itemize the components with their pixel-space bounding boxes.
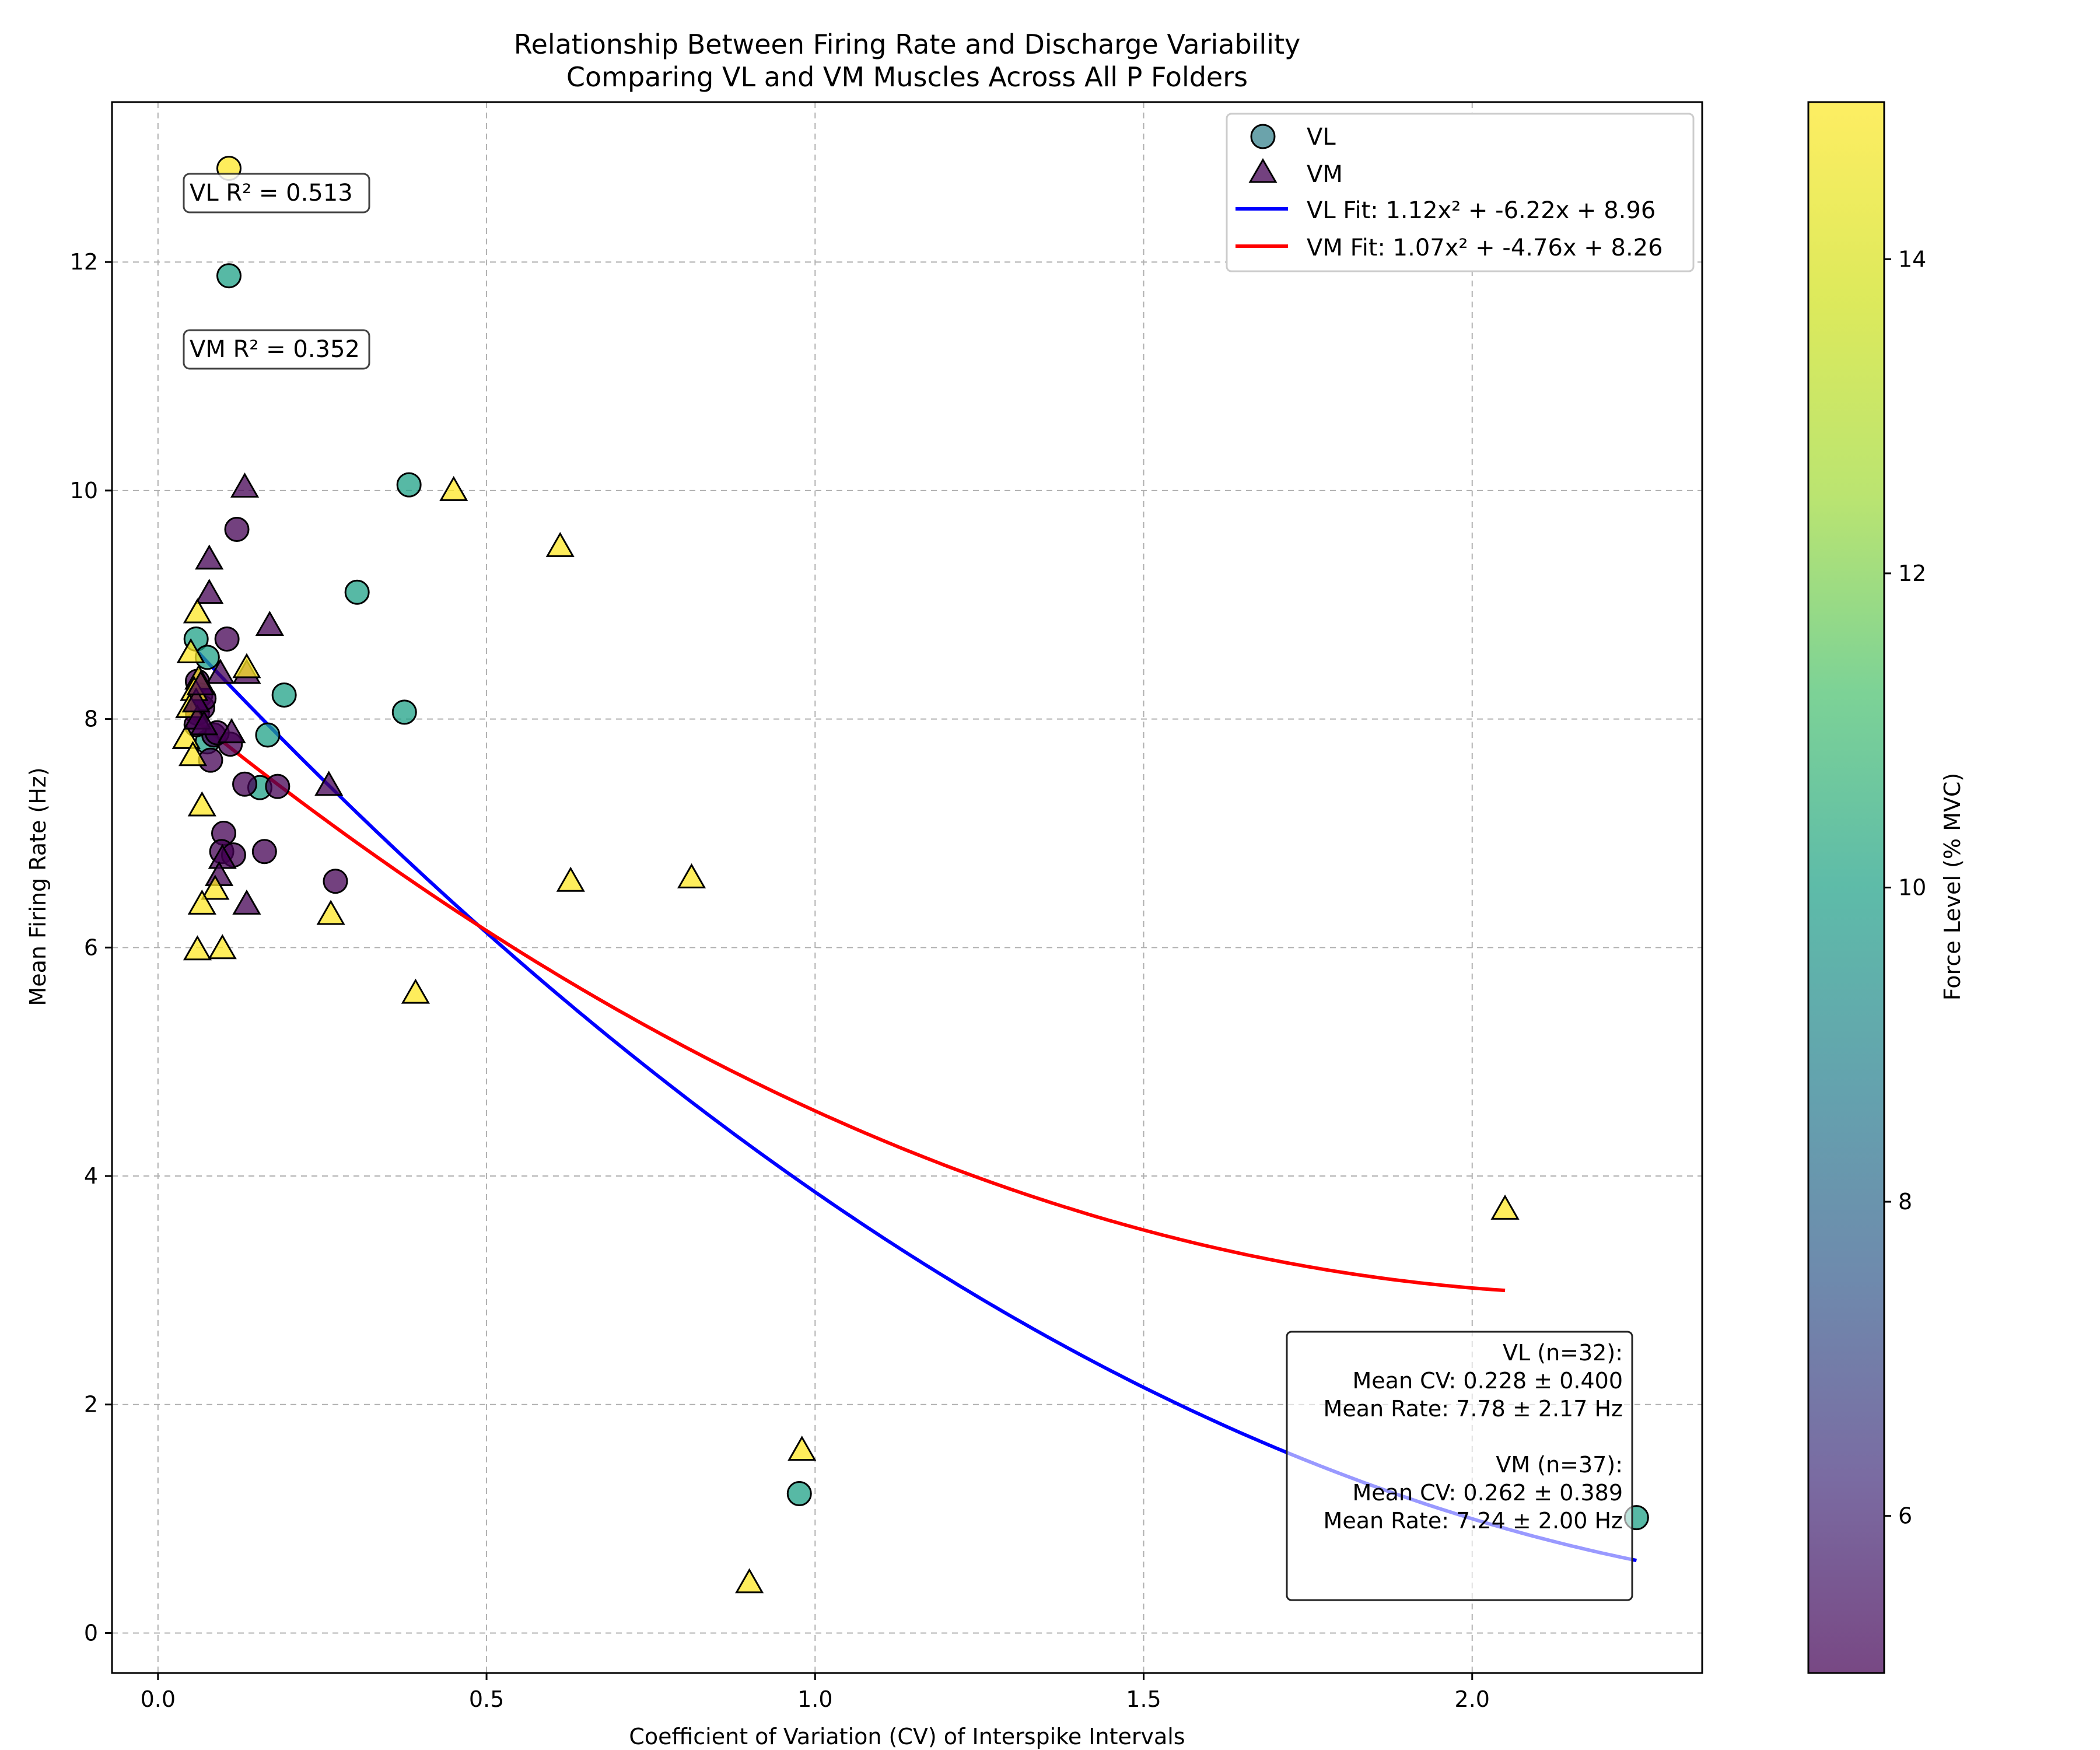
colorbar-tick-label: 8 (1898, 1189, 1912, 1214)
vm-point (217, 718, 246, 744)
vm-point (183, 598, 212, 624)
vm-point (232, 889, 261, 915)
legend-vm-marker (1248, 158, 1278, 183)
vm-point (195, 544, 224, 570)
vm-point (183, 935, 212, 961)
colorbar: 6 8 10 12 14 Force Level (% MVC) (1807, 101, 1965, 1674)
stats-line: Mean Rate: 7.78 ± 2.17 Hz (1324, 1396, 1623, 1422)
vl-point (251, 839, 277, 864)
vm-point (545, 531, 575, 557)
vl-point (344, 579, 370, 605)
vl-point (224, 516, 250, 542)
vl-r2-text: VL R² = 0.513 (190, 180, 353, 206)
vl-point (271, 682, 297, 708)
vl-point (323, 869, 348, 894)
y-tick-label: 8 (84, 706, 98, 732)
x-tick-label: 1.0 (797, 1686, 832, 1712)
legend-vl-fit-label: VL Fit: 1.12x² + -6.22x + 8.96 (1307, 197, 1656, 224)
x-tick-label: 1.5 (1126, 1686, 1161, 1712)
chart-title: Relationship Between Firing Rate and Dis… (514, 29, 1301, 60)
y-tick-label: 6 (84, 935, 98, 960)
stats-line: Mean Rate: 7.24 ± 2.00 Hz (1324, 1508, 1623, 1534)
stats-line: VM (n=37): (1496, 1452, 1623, 1478)
vm-point (255, 610, 284, 636)
colorbar-tick-label: 6 (1898, 1503, 1912, 1529)
colorbar-tick-label: 14 (1898, 246, 1926, 272)
y-tick-label: 12 (70, 249, 98, 275)
vl-point (396, 472, 422, 498)
vm-point (230, 473, 260, 498)
vm-point (206, 659, 235, 684)
vl-point (391, 699, 417, 725)
legend-vl-marker (1250, 124, 1276, 149)
vm-point (187, 889, 216, 915)
colorbar-tick-label: 10 (1898, 875, 1926, 901)
vm-point (208, 934, 237, 960)
vl-point (255, 722, 281, 748)
y-tick-label: 4 (84, 1163, 98, 1189)
vm-point (316, 900, 345, 925)
colorbar-tick-label: 12 (1898, 561, 1926, 586)
vm-point (314, 771, 344, 796)
plot-frame (111, 101, 1703, 1674)
y-tick-label: 2 (84, 1392, 98, 1418)
colorbar-gradient (1808, 102, 1884, 1673)
plot-area: 0.0 0.5 1.0 1.5 2.0 0 2 4 6 8 10 12 (70, 101, 1703, 1712)
stats-line: VL (n=32): (1503, 1340, 1623, 1366)
legend-vl-label: VL (1307, 124, 1336, 150)
vm-r2-annotation: VM R² = 0.352 (183, 329, 370, 370)
colorbar-label: Force Level (% MVC) (1940, 773, 1965, 1000)
y-tick-label: 0 (84, 1620, 98, 1646)
vl-point (214, 626, 240, 652)
axis-ticks: 0.0 0.5 1.0 1.5 2.0 0 2 4 6 8 10 12 (70, 249, 1490, 1712)
vl-point (216, 263, 242, 289)
x-tick-label: 2.0 (1455, 1686, 1490, 1712)
chart-subtitle: Comparing VL and VM Muscles Across All P… (566, 61, 1248, 93)
vm-point (735, 1568, 764, 1594)
vm-point (201, 874, 230, 900)
vm-point (439, 475, 468, 501)
vm-point (190, 710, 219, 736)
vm-point (187, 791, 216, 817)
y-axis-label: Mean Firing Rate (Hz) (25, 767, 51, 1006)
vl-point (786, 1481, 812, 1507)
x-tick-label: 0.5 (469, 1686, 504, 1712)
x-tick-label: 0.0 (141, 1686, 176, 1712)
vl-r2-annotation: VL R² = 0.513 (183, 173, 370, 214)
vm-point (1490, 1194, 1520, 1220)
vm-point (181, 687, 211, 713)
legend-vm-fit-label: VM Fit: 1.07x² + -4.76x + 8.26 (1307, 235, 1663, 261)
vm-point (401, 978, 430, 1004)
x-axis-label: Coefficient of Variation (CV) of Intersp… (629, 1724, 1185, 1749)
legend: VL VM VL Fit: 1.12x² + -6.22x + 8.96 VM … (1226, 113, 1695, 272)
vm-point (677, 863, 706, 888)
vl-point (232, 771, 258, 797)
vm-fit-curve (185, 711, 1506, 1293)
vm-r2-text: VM R² = 0.352 (190, 336, 360, 363)
vm-point (788, 1436, 817, 1461)
stats-line: Mean CV: 0.228 ± 0.400 (1353, 1368, 1623, 1394)
legend-vm-label: VM (1307, 161, 1343, 188)
vm-point (195, 579, 224, 604)
vm-point (176, 638, 205, 664)
colorbar-ticks: 6 8 10 12 14 (1884, 246, 1926, 1529)
stats-line: Mean CV: 0.262 ± 0.389 (1353, 1480, 1623, 1506)
vm-point (186, 670, 215, 695)
vl-point (265, 774, 290, 799)
vm-point (178, 741, 208, 766)
vm-point (232, 653, 261, 678)
y-tick-label: 10 (70, 478, 98, 503)
vm-point (556, 866, 585, 892)
